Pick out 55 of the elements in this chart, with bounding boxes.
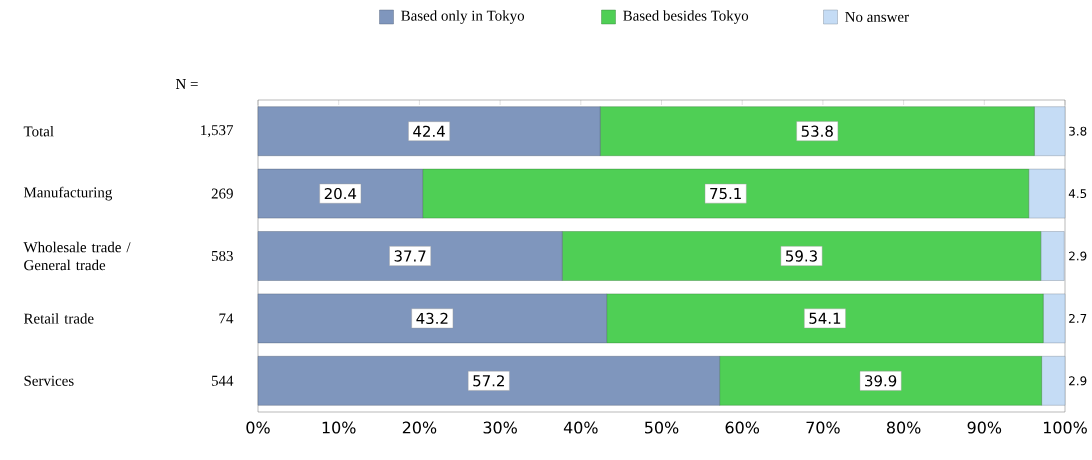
x-tick-label: 90%: [967, 421, 1002, 434]
x-tick-label: 30%: [483, 421, 517, 434]
y-tick-label: Manufacturing: [23, 186, 113, 201]
data-label: 53.8: [801, 125, 833, 137]
text: 544: [211, 375, 234, 386]
x-tick-label: 50%: [645, 421, 679, 434]
bar: [719, 356, 1042, 406]
data-label: 57.2: [473, 375, 504, 387]
bar: [422, 168, 1029, 219]
bar: [606, 293, 1044, 344]
text: 583: [211, 250, 233, 262]
data-label: 37.7: [394, 250, 426, 262]
data-label: 39.9: [865, 375, 897, 387]
bar: [257, 231, 563, 281]
data-label: 75.1: [710, 188, 741, 200]
y-tick-label: Retail trade: [23, 313, 94, 324]
bar: [1041, 356, 1066, 406]
bar: [1040, 231, 1065, 281]
data-label: 2.9: [1069, 251, 1087, 261]
bar: [257, 356, 720, 406]
bar: [257, 293, 607, 344]
y-tick-label: Total: [23, 125, 54, 137]
bar: [562, 231, 1041, 281]
data-label: 59.3: [786, 250, 817, 262]
x-tick-label: 70%: [806, 421, 840, 434]
text: N =: [175, 79, 198, 89]
x-tick-label: 40%: [563, 421, 598, 434]
y-tick-label: Services: [24, 375, 74, 386]
bar: [1034, 106, 1066, 156]
data-label: 2.7: [1069, 313, 1087, 323]
legend-label: Based besides Tokyo: [623, 10, 749, 24]
data-label: 2.9: [1069, 376, 1087, 386]
bar: [1028, 168, 1066, 219]
legend-label: No answer: [845, 12, 909, 22]
bar: [599, 106, 1035, 156]
x-tick-label: 0%: [246, 421, 270, 434]
x-tick-label: 20%: [402, 421, 437, 434]
x-tick-label: 10%: [322, 421, 356, 434]
x-tick-label: 60%: [725, 421, 760, 434]
data-label: 54.1: [809, 312, 841, 324]
data-label: 43.2: [416, 312, 448, 325]
legend-label: Based only in Tokyo: [401, 10, 525, 24]
data-label: 20.4: [324, 187, 357, 200]
y-tick-label: Wholesale trade / General trade: [23, 241, 131, 271]
x-tick-label: 80%: [886, 421, 921, 434]
x-tick-label: 100%: [1043, 421, 1087, 434]
text: 269: [211, 188, 233, 199]
text: 74: [219, 313, 234, 324]
data-label: 42.4: [413, 125, 445, 137]
text: 1,537: [201, 125, 234, 138]
bar: [257, 106, 601, 156]
bar: [1043, 293, 1066, 344]
bar: [257, 168, 423, 219]
data-label: 4.5: [1068, 189, 1087, 199]
data-label: 3.8: [1069, 126, 1087, 136]
